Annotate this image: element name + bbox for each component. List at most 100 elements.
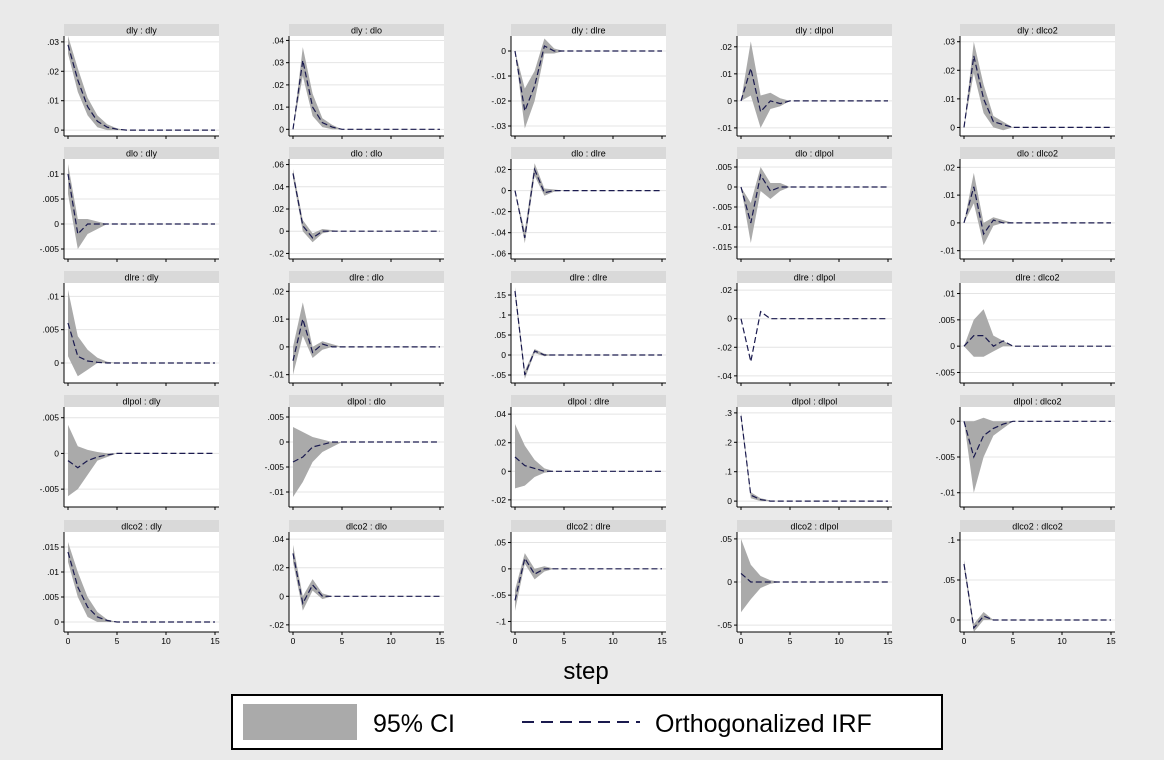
panel-header [289,271,444,283]
y-tick-label: -.02 [269,248,284,258]
y-tick-label: .01 [943,190,955,200]
panel-header [960,271,1115,283]
panel-header [64,395,219,407]
panel-title: dly : dlpol [795,26,833,36]
y-tick-label: .01 [47,96,59,106]
y-tick-label: .05 [494,538,506,548]
x-tick-label: 0 [739,636,744,646]
y-tick-label: .005 [42,325,59,335]
irf-line [67,322,215,364]
panel-header [960,520,1115,532]
y-tick-label: -.02 [491,495,506,505]
irf-line [963,335,1111,347]
panel-title: dlco2 : dlre [566,522,610,532]
y-tick-label: -.01 [940,488,955,498]
irf-line [740,415,888,502]
y-tick-label: .02 [272,286,284,296]
panel-title: dlo : dlpol [795,149,834,159]
irf-panel: dlo : dlpol -.015 -.01 -.005 0 .005 [713,147,892,262]
irf-panel: dlpol : dlo -.01 -.005 0 .005 [265,395,444,510]
y-tick-label: -.01 [717,123,732,133]
y-tick-label: .01 [720,69,732,79]
panel-plot-area [511,407,666,507]
y-tick-label: .02 [943,65,955,75]
x-axis-label: step [563,658,608,685]
ci-band [68,289,215,377]
y-tick-label: -.005 [265,462,285,472]
panel-plot-area [64,36,219,136]
x-tick-label: 5 [788,636,793,646]
ci-band [293,427,440,497]
x-tick-label: 15 [883,636,893,646]
irf-panel: dlo : dlo -.02 0 .02 .04 .06 [269,147,444,262]
irf-panel: dly : dlo 0 .01 .02 .03 .04 [272,24,444,139]
y-tick-label: .01 [47,169,59,179]
y-tick-label: .02 [272,204,284,214]
y-tick-label: -.005 [713,202,733,212]
panel-header [289,520,444,532]
irf-line [740,66,888,113]
x-tick-label: 0 [962,636,967,646]
y-tick-label: .04 [494,409,506,419]
irf-panel: dlre : dlo -.01 0 .01 .02 [269,271,444,386]
irf-panel: dlpol : dlco2 -.01 -.005 0 [936,395,1115,510]
x-tick-label: 0 [291,636,296,646]
y-tick-label: .02 [272,563,284,573]
y-tick-label: -.02 [491,96,506,106]
y-tick-label: .005 [42,413,59,423]
y-tick-label: 0 [54,617,59,627]
irf-panel: dlo : dlre -.06 -.04 -.02 0 .02 [491,147,666,262]
panel-title: dlco2 : dlo [346,522,387,532]
y-tick-label: -.04 [717,371,732,381]
y-tick-label: .02 [943,162,955,172]
y-tick-label: 0 [950,615,955,625]
irf-panel: dlpol : dlpol 0 .1 .2 .3 [725,395,892,510]
y-tick-label: -.04 [491,228,506,238]
panel-plot-area [64,159,219,259]
y-tick-label: -.02 [491,207,506,217]
panel-plot-area [289,36,444,136]
y-tick-label: .01 [272,102,284,112]
irf-line [514,45,662,114]
panel-title: dlre : dlpol [794,273,836,283]
y-tick-label: -.05 [491,590,506,600]
panel-plot-area [289,532,444,632]
y-tick-label: .05 [494,330,506,340]
irf-panel: dlco2 : dlre -.1 -.05 0 .05 0 5 10 15 [491,520,667,646]
y-tick-label: 0 [279,437,284,447]
y-tick-label: -.02 [269,620,284,630]
irf-panel: dlco2 : dlo -.02 0 .02 .04 0 5 10 15 [269,520,445,646]
x-tick-label: 15 [210,636,220,646]
irf-line [963,420,1111,459]
panel-title: dlre : dly [124,273,159,283]
panel-header [511,520,666,532]
y-tick-label: .15 [494,290,506,300]
panel-title: dlre : dlo [349,273,384,283]
y-tick-label: -.02 [717,342,732,352]
y-tick-label: -.01 [491,71,506,81]
y-tick-label: 0 [54,125,59,135]
irf-panel: dlco2 : dlpol -.05 0 .05 0 5 10 15 [717,520,893,646]
y-tick-label: 0 [279,124,284,134]
irf-line [514,290,662,376]
y-tick-label: .02 [47,66,59,76]
panel-header [511,24,666,36]
x-tick-label: 5 [340,636,345,646]
panel-header [289,24,444,36]
y-tick-label: .04 [272,534,284,544]
panel-header [511,271,666,283]
panel-header [737,147,892,159]
y-tick-label: .01 [47,291,59,301]
panel-header [737,520,892,532]
panel-header [737,271,892,283]
panel-title: dlre : dlco2 [1015,273,1059,283]
y-tick-label: .2 [725,437,732,447]
x-tick-label: 15 [435,636,445,646]
panel-header [960,24,1115,36]
y-tick-label: .03 [272,58,284,68]
irf-line [292,60,440,130]
y-tick-label: 0 [501,350,506,360]
y-tick-label: 0 [727,96,732,106]
y-tick-label: 0 [950,341,955,351]
